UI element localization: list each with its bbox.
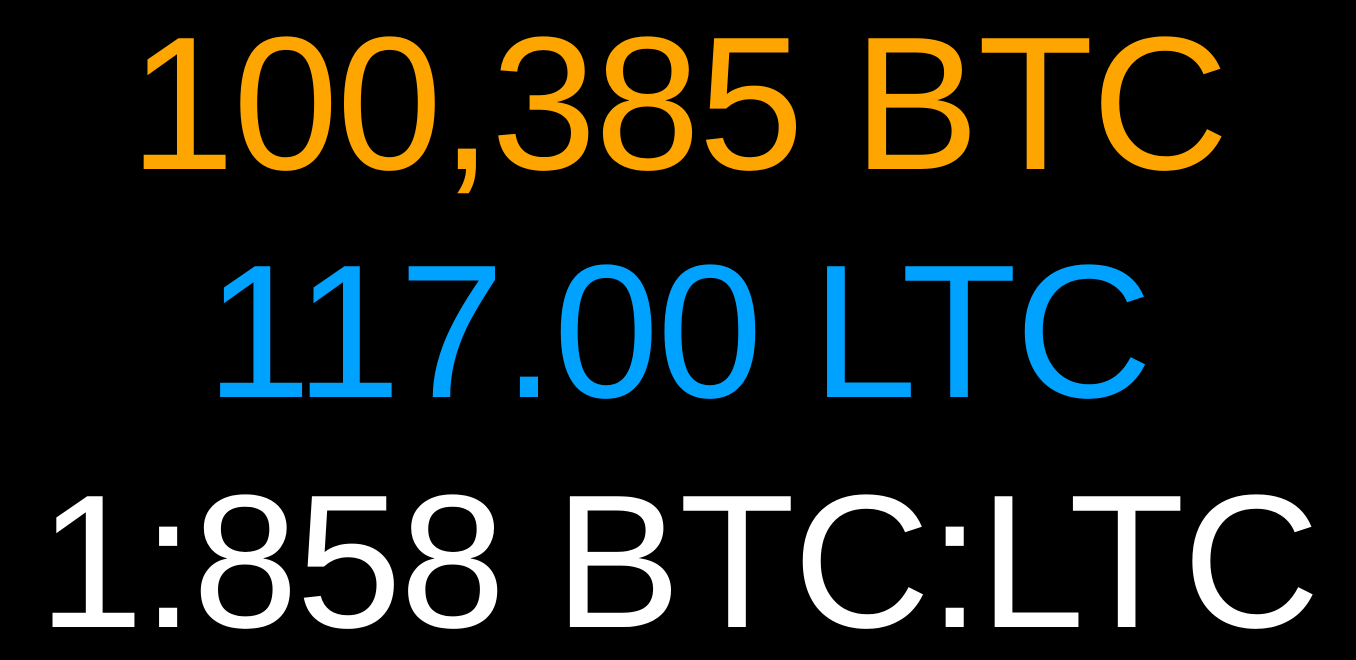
btc-ltc-ratio-text: 1:858 BTC:LTC <box>38 456 1320 660</box>
btc-amount-text: 100,385 BTC <box>129 0 1229 210</box>
ltc-amount-text: 117.00 LTC <box>205 226 1153 438</box>
